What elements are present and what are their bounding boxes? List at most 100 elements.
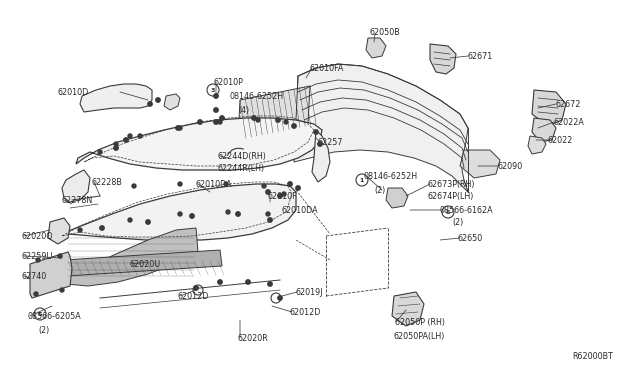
Circle shape [282,192,286,196]
Polygon shape [294,64,468,192]
Circle shape [214,108,218,112]
Polygon shape [62,170,90,202]
Text: 62259U: 62259U [22,252,54,261]
Text: 62244D(RH): 62244D(RH) [218,152,267,161]
Text: S: S [38,311,42,317]
Text: 62278N: 62278N [62,196,93,205]
Text: 62673P(RH): 62673P(RH) [428,180,476,189]
Polygon shape [238,86,310,138]
Polygon shape [528,136,546,154]
Text: 62010DA: 62010DA [282,206,319,215]
Circle shape [60,288,64,292]
Circle shape [58,254,62,258]
Text: 62674P(LH): 62674P(LH) [428,192,474,201]
Text: 62228B: 62228B [92,178,123,187]
Polygon shape [54,184,296,240]
Circle shape [114,142,118,146]
Text: 62671: 62671 [468,52,493,61]
Polygon shape [386,188,408,208]
Polygon shape [64,228,198,286]
Text: 62010F: 62010F [268,192,298,201]
Polygon shape [460,150,500,178]
Circle shape [178,182,182,186]
Text: (4): (4) [238,106,249,115]
Circle shape [114,146,118,150]
Text: 1: 1 [360,177,364,183]
Circle shape [226,210,230,214]
Circle shape [34,292,38,296]
Circle shape [124,138,128,142]
Text: 08146-6252H: 08146-6252H [364,172,418,181]
Text: 62050P (RH): 62050P (RH) [395,318,445,327]
Circle shape [214,120,218,124]
Text: 62022: 62022 [548,136,573,145]
Circle shape [132,184,136,188]
Circle shape [252,116,256,120]
Text: 62020U: 62020U [130,260,161,269]
Text: 62020Q: 62020Q [22,232,54,241]
Circle shape [128,218,132,222]
Text: (2): (2) [38,326,49,335]
Text: (2): (2) [452,218,463,227]
Circle shape [236,212,240,216]
Text: 62010FA: 62010FA [310,64,344,73]
Text: 62257: 62257 [318,138,344,147]
Polygon shape [76,118,322,170]
Text: 62012D: 62012D [178,292,209,301]
Text: 62012D: 62012D [290,308,321,317]
Polygon shape [532,90,566,126]
Circle shape [268,218,272,222]
Circle shape [146,220,150,224]
Circle shape [268,282,272,286]
Circle shape [214,94,218,98]
Polygon shape [392,292,424,326]
Text: 62020R: 62020R [238,334,269,343]
Circle shape [178,126,182,130]
Circle shape [218,280,222,284]
Text: S: S [445,209,451,215]
Circle shape [246,280,250,284]
Text: 3: 3 [211,87,215,93]
Circle shape [266,190,270,194]
Text: 62650: 62650 [458,234,483,243]
Circle shape [98,150,102,154]
Text: 62740: 62740 [22,272,47,281]
Circle shape [148,102,152,106]
Circle shape [198,120,202,124]
Text: 62022A: 62022A [553,118,584,127]
Polygon shape [164,94,180,110]
Circle shape [296,186,300,190]
Circle shape [318,142,322,146]
Polygon shape [48,218,70,244]
Circle shape [138,134,142,138]
Text: 62019J: 62019J [295,288,323,297]
Text: 62010DA: 62010DA [196,180,232,189]
Circle shape [266,212,270,216]
Text: 62090: 62090 [498,162,524,171]
Text: 62672: 62672 [555,100,580,109]
Polygon shape [80,84,152,112]
Circle shape [224,182,228,186]
Circle shape [190,214,194,218]
Circle shape [36,258,40,262]
Text: (2): (2) [374,186,385,195]
Text: 62244R(LH): 62244R(LH) [218,164,265,173]
Text: 62010P: 62010P [213,78,243,87]
Circle shape [314,130,318,134]
Circle shape [220,116,224,120]
Polygon shape [64,250,222,276]
Circle shape [128,134,132,138]
Circle shape [176,126,180,130]
Circle shape [276,118,280,122]
Circle shape [278,194,282,198]
Polygon shape [430,44,456,74]
Polygon shape [532,118,556,142]
Text: 08566-6162A: 08566-6162A [440,206,493,215]
Circle shape [178,212,182,216]
Text: 62010D: 62010D [58,88,89,97]
Polygon shape [30,252,72,298]
Circle shape [100,226,104,230]
Polygon shape [312,130,330,182]
Text: 08566-6205A: 08566-6205A [28,312,82,321]
Circle shape [194,286,198,290]
